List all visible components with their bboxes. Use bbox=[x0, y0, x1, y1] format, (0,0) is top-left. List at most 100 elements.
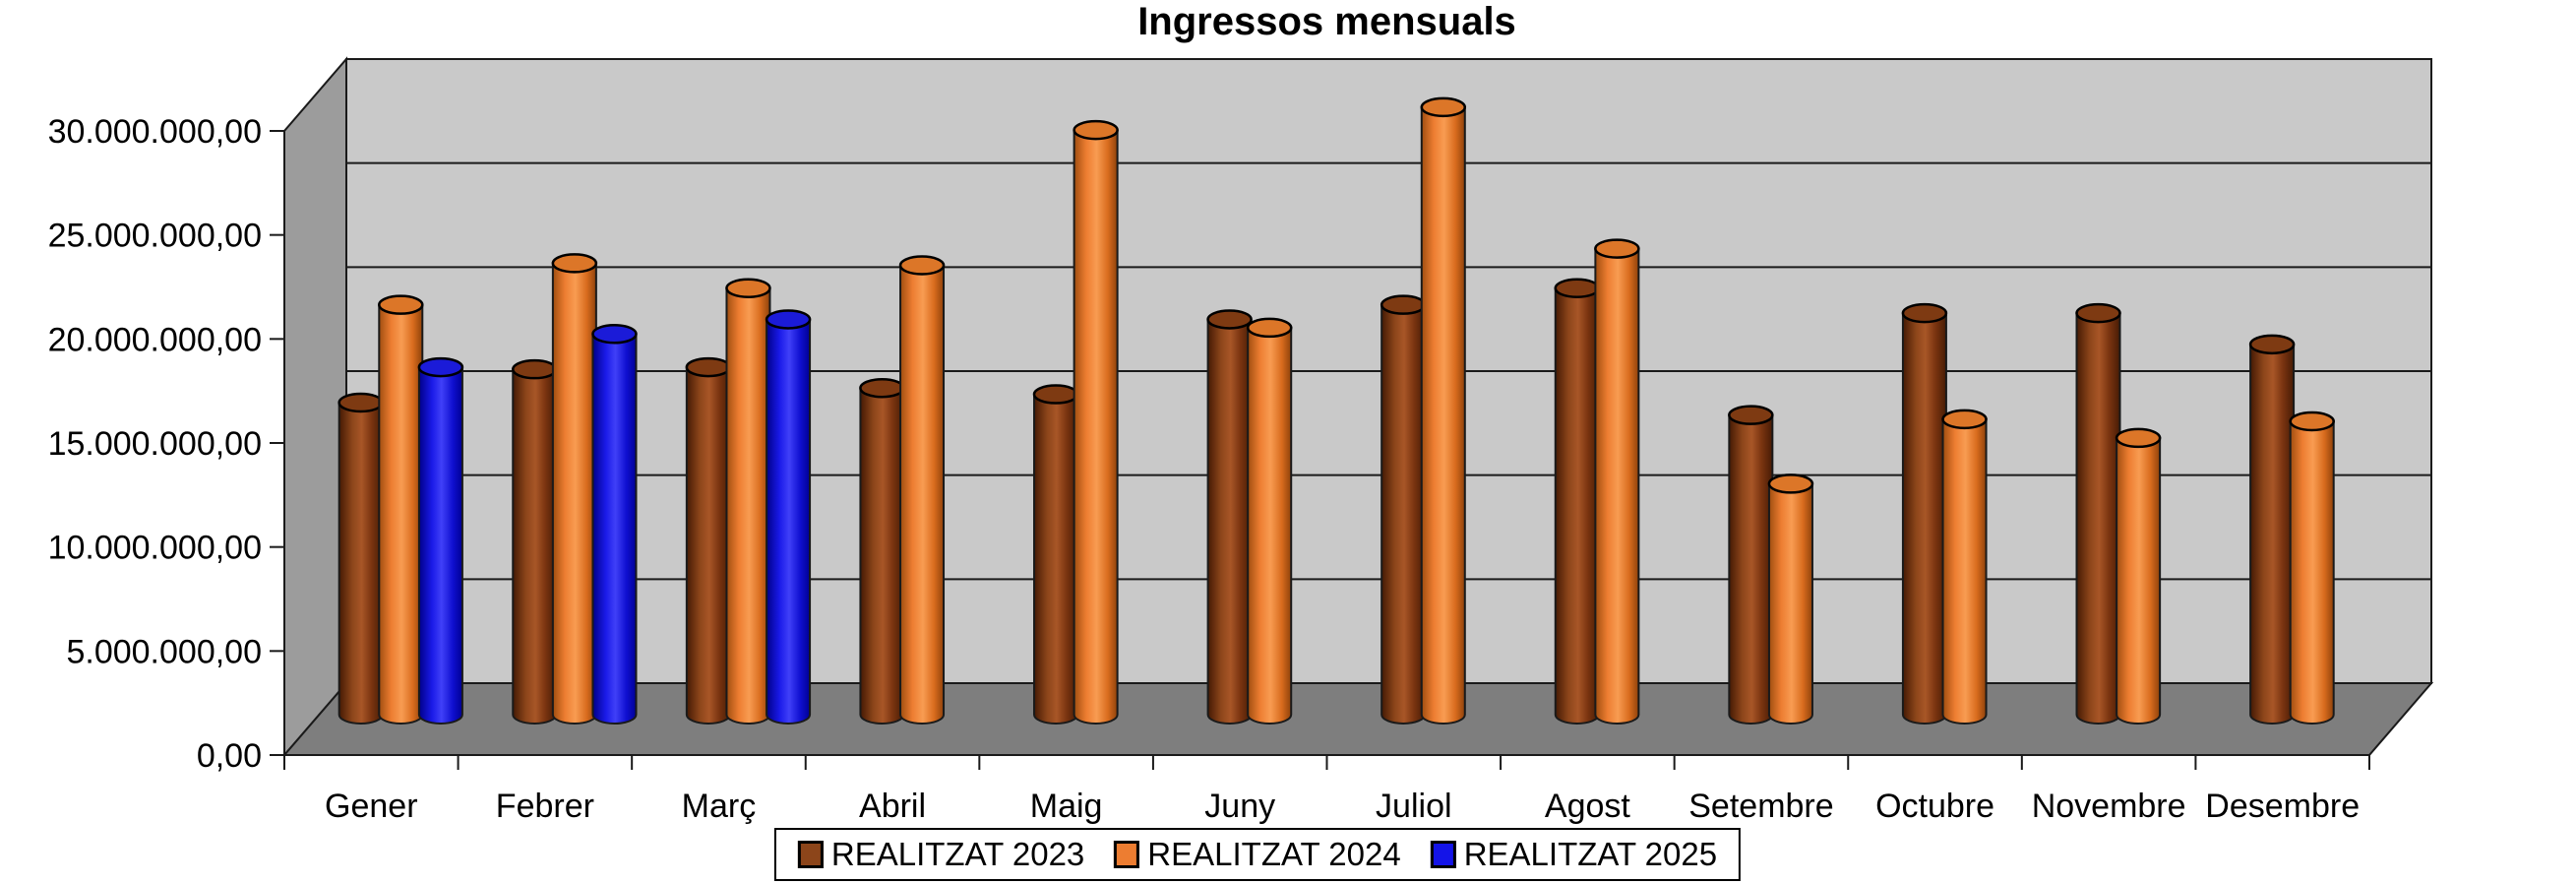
x-category-label: Octubre bbox=[1875, 788, 1994, 825]
cylinder-realitzat-2024-juliol bbox=[1420, 96, 1467, 725]
y-tick-label: 5.000.000,00 bbox=[66, 633, 262, 670]
cylinder-top bbox=[591, 324, 638, 345]
cylinder-top bbox=[551, 253, 598, 274]
cylinder-realitzat-2024-maig bbox=[1073, 119, 1119, 725]
cylinder-top bbox=[859, 377, 905, 399]
x-category-label: Juliol bbox=[1376, 788, 1451, 825]
cylinder-realitzat-2024-desembre bbox=[2289, 410, 2335, 725]
cylinder-realitzat-2023-maig bbox=[1032, 384, 1079, 725]
cylinder-top bbox=[1901, 302, 1948, 324]
x-category-label: Febrer bbox=[496, 788, 594, 825]
x-category-label: Març bbox=[682, 788, 757, 825]
cylinder-top bbox=[2289, 410, 2335, 432]
cylinder-body bbox=[1901, 312, 1947, 725]
legend-swatch-2024 bbox=[1114, 841, 1140, 868]
x-category-label: Desembre bbox=[2205, 788, 2360, 825]
cylinder-realitzat-2024-gener bbox=[378, 294, 424, 725]
cylinder-top bbox=[765, 309, 812, 330]
legend-label: REALITZAT 2024 bbox=[1147, 836, 1401, 872]
x-category-label: Maig bbox=[1030, 788, 1103, 825]
cylinder-realitzat-2023-febrer bbox=[512, 358, 558, 725]
cylinder-body bbox=[591, 333, 638, 725]
x-category-label: Setembre bbox=[1688, 788, 1833, 825]
cylinder-realitzat-2023-agost bbox=[1554, 278, 1601, 725]
cylinder-realitzat-2025-febrer bbox=[591, 324, 638, 725]
cylinder-body bbox=[2289, 420, 2335, 725]
cylinder-top bbox=[1420, 96, 1467, 118]
y-tick-label: 30.000.000,00 bbox=[48, 113, 262, 151]
cylinder-realitzat-2023-novembre bbox=[2075, 302, 2121, 725]
cylinder-top bbox=[1206, 309, 1253, 330]
cylinder-realitzat-2023-abril bbox=[859, 377, 905, 725]
cylinder-top bbox=[2115, 427, 2162, 449]
x-category-label: Juny bbox=[1204, 788, 1275, 825]
legend-item-2023: REALITZAT 2023 bbox=[797, 836, 1085, 873]
cylinder-top bbox=[1767, 474, 1814, 494]
cylinder-realitzat-2023-març bbox=[685, 356, 732, 725]
cylinder-realitzat-2024-abril bbox=[898, 255, 946, 725]
cylinder-realitzat-2024-febrer bbox=[551, 253, 598, 725]
cylinder-body bbox=[512, 368, 558, 725]
legend-swatch-2023 bbox=[797, 841, 824, 868]
y-tick-label: 0,00 bbox=[197, 737, 262, 775]
cylinder-top bbox=[2075, 302, 2121, 324]
legend: REALITZAT 2023 REALITZAT 2024 REALITZAT 20… bbox=[773, 828, 1742, 881]
cylinder-top bbox=[725, 278, 771, 299]
cylinder-top bbox=[1594, 238, 1640, 259]
cylinder-body bbox=[1554, 286, 1600, 725]
cylinder-body bbox=[378, 303, 424, 725]
cylinder-body bbox=[1941, 417, 1988, 725]
legend-item-2025: REALITZAT 2025 bbox=[1430, 836, 1718, 873]
cylinder-realitzat-2023-desembre bbox=[2248, 334, 2296, 725]
cylinder-body bbox=[1420, 105, 1466, 725]
cylinder-body bbox=[1380, 303, 1427, 725]
cylinder-realitzat-2023-juny bbox=[1206, 309, 1253, 725]
legend-label: REALITZAT 2023 bbox=[830, 836, 1085, 872]
cylinder-realitzat-2023-gener bbox=[337, 392, 384, 725]
cylinder-top bbox=[898, 255, 946, 276]
legend-label: REALITZAT 2025 bbox=[1463, 836, 1718, 872]
cylinder-top bbox=[1380, 294, 1427, 315]
cylinder-top bbox=[378, 294, 424, 315]
chart-title: Ingressos mensuals bbox=[1137, 0, 1516, 43]
cylinder-body bbox=[1247, 326, 1293, 725]
x-category-label: Abril bbox=[859, 788, 926, 825]
cylinder-realitzat-2024-agost bbox=[1594, 238, 1640, 725]
cylinder-body bbox=[725, 286, 771, 725]
cylinder-realitzat-2023-juliol bbox=[1380, 294, 1427, 725]
y-tick-label: 15.000.000,00 bbox=[48, 425, 262, 463]
cylinder-body bbox=[1033, 393, 1079, 725]
y-tick-label: 20.000.000,00 bbox=[48, 321, 262, 358]
cylinder-body bbox=[859, 387, 905, 725]
cylinder-body bbox=[2249, 343, 2296, 725]
cylinder-realitzat-2023-octubre bbox=[1901, 302, 1948, 725]
cylinder-body bbox=[899, 264, 946, 725]
cylinder-realitzat-2025-març bbox=[765, 309, 812, 725]
x-category-label: Gener bbox=[325, 788, 418, 825]
side-wall bbox=[283, 56, 347, 758]
cylinder-realitzat-2024-setembre bbox=[1767, 474, 1814, 725]
cylinder-top bbox=[512, 358, 558, 380]
cylinder-top bbox=[1554, 278, 1601, 299]
cylinder-body bbox=[551, 262, 597, 725]
cylinder-top bbox=[417, 356, 464, 378]
cylinder-realitzat-2024-juny bbox=[1246, 317, 1293, 725]
cylinder-top bbox=[685, 356, 732, 378]
cylinder-body bbox=[2116, 436, 2162, 725]
legend-swatch-2025 bbox=[1430, 841, 1456, 868]
legend-item-2024: REALITZAT 2024 bbox=[1114, 836, 1401, 873]
y-tick-label: 25.000.000,00 bbox=[48, 218, 262, 255]
cylinder-top bbox=[1073, 119, 1119, 141]
y-tick-label: 10.000.000,00 bbox=[48, 530, 262, 567]
cylinder-top bbox=[2248, 334, 2296, 355]
x-category-label: Agost bbox=[1545, 788, 1630, 825]
cylinder-body bbox=[685, 366, 731, 725]
cylinder-top bbox=[1032, 384, 1079, 405]
cylinder-top bbox=[1246, 317, 1293, 339]
cylinder-realitzat-2024-març bbox=[725, 278, 771, 725]
cylinder-body bbox=[1073, 129, 1119, 725]
cylinder-body bbox=[1728, 413, 1774, 725]
cylinder-body bbox=[1206, 318, 1253, 725]
